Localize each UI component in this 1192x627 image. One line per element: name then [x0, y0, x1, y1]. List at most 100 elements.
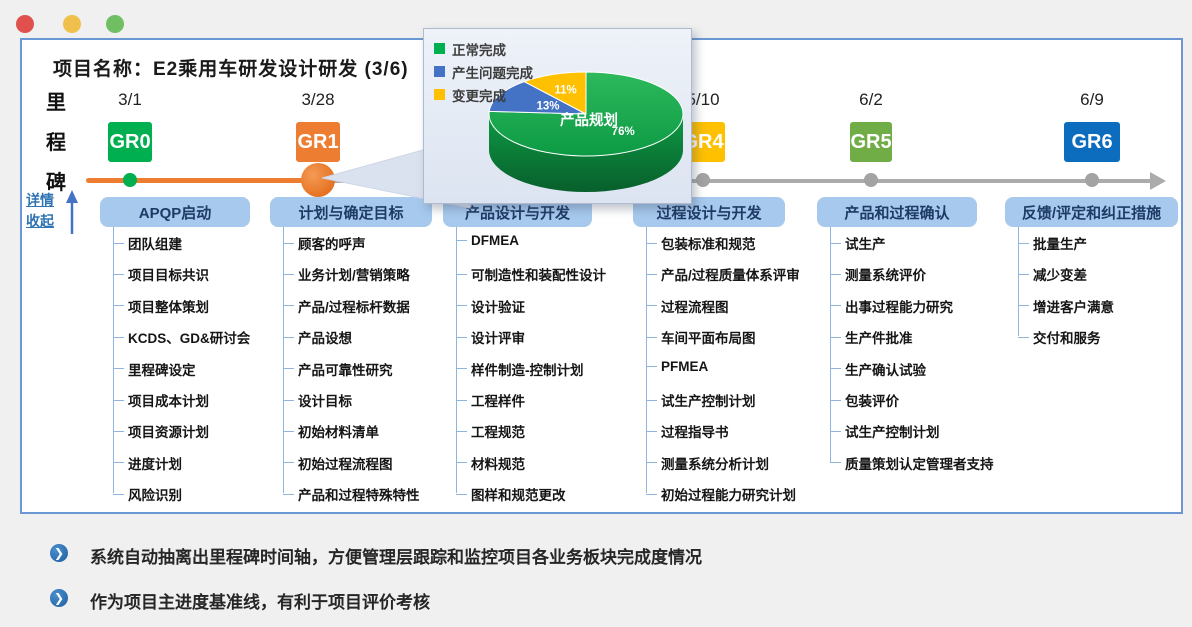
task-item-label: 样件制造-控制计划 — [471, 362, 584, 378]
task-item: 生产确认试验 — [830, 359, 926, 379]
window-minimize-icon[interactable] — [63, 15, 81, 33]
task-item: 试生产控制计划 — [830, 421, 940, 441]
task-item: 车间平面布局图 — [646, 327, 756, 347]
phase-header-2[interactable]: 计划与确定目标 — [270, 197, 432, 227]
tree-branch-line — [283, 493, 294, 495]
task-item-label: 项目整体策划 — [128, 299, 209, 315]
legend-label: 正常完成 — [452, 42, 506, 58]
milestone-gate-gr1[interactable]: GR1 — [296, 122, 340, 162]
task-item-label: 产品可靠性研究 — [298, 362, 393, 378]
tree-branch-line — [456, 240, 467, 241]
milestone-axis-char: 碑 — [46, 172, 66, 194]
tree-branch-line — [646, 493, 657, 495]
task-item: 测量系统评价 — [830, 264, 926, 284]
pie-slice-3 — [522, 71, 587, 115]
task-item-label: 设计目标 — [298, 394, 352, 409]
phase-header-5[interactable]: 产品和过程确认 — [817, 197, 977, 227]
task-item-label: 风险识别 — [128, 488, 182, 504]
task-item: 增进客户满意 — [1018, 296, 1114, 316]
task-item-label: 工程规范 — [471, 425, 525, 441]
task-item-label: 顾客的呼声 — [298, 237, 366, 252]
task-item: KCDS、GD&研讨会 — [113, 327, 250, 347]
task-item: 过程流程图 — [646, 296, 729, 316]
task-item-label: 项目成本计划 — [128, 394, 209, 409]
task-item-label: 里程碑设定 — [128, 362, 196, 378]
tree-branch-line — [113, 336, 124, 338]
tree-branch-line — [113, 273, 124, 275]
tree-branch-line — [830, 336, 841, 338]
task-item: 质量策划认定管理者支持 — [830, 453, 994, 473]
tree-branch-line — [830, 462, 841, 464]
task-item: 出事过程能力研究 — [830, 296, 953, 316]
task-item: 产品和过程特殊特性 — [283, 484, 420, 504]
task-item-label: 试生产控制计划 — [845, 425, 940, 441]
timeline-upcoming-segment — [320, 179, 1152, 183]
task-item: 生产件批准 — [830, 327, 913, 347]
task-item-label: 批量生产 — [1033, 237, 1087, 252]
tree-branch-line — [646, 365, 657, 367]
window-maximize-icon[interactable] — [106, 15, 124, 33]
task-item: 设计评审 — [456, 327, 525, 347]
tree-branch-line — [113, 305, 124, 307]
task-item-label: 试生产控制计划 — [661, 394, 756, 409]
task-item-label: 可制造性和装配性设计 — [471, 268, 606, 284]
task-item: 业务计划/营销策略 — [283, 264, 410, 284]
timeline-arrow-icon — [1150, 172, 1166, 190]
milestone-gate-gr6[interactable]: GR6 — [1064, 122, 1120, 162]
legend-label: 产生问题完成 — [452, 65, 533, 81]
pie-3d-rim — [489, 114, 683, 192]
task-item-label: 交付和服务 — [1033, 331, 1101, 347]
tree-branch-line — [456, 336, 467, 338]
pie-title: 产品规划 — [560, 111, 618, 129]
task-item: PFMEA — [646, 359, 708, 374]
task-item: 过程指导书 — [646, 421, 729, 441]
tree-branch-line — [283, 368, 294, 370]
tree-branch-line — [456, 399, 467, 401]
task-item: 产品/过程质量体系评审 — [646, 264, 800, 284]
task-item: 产品设想 — [283, 327, 352, 347]
tree-branch-line — [113, 368, 124, 370]
legend-color-swatch — [434, 89, 445, 100]
task-item-label: 项目目标共识 — [128, 268, 209, 284]
task-item: 里程碑设定 — [113, 359, 196, 379]
timeline-current-node — [301, 163, 335, 197]
task-item: 样件制造-控制计划 — [456, 359, 584, 379]
task-item-label: 产品和过程特殊特性 — [298, 488, 420, 504]
tree-branch-line — [113, 462, 124, 464]
tree-branch-line — [283, 336, 294, 338]
task-item-label: 初始材料清单 — [298, 425, 379, 441]
phase-header-1[interactable]: APQP启动 — [100, 197, 250, 227]
task-item-label: 包装标准和规范 — [661, 237, 756, 252]
completion-pie-chart: 76% 13% 11% 产品规划 — [488, 71, 684, 192]
pie-percent-label: 13% — [536, 101, 559, 113]
task-item-label: 生产确认试验 — [845, 362, 926, 378]
task-item: 减少变差 — [1018, 264, 1087, 284]
legend-item: 产生问题完成 — [434, 60, 533, 83]
window-close-icon[interactable] — [16, 15, 34, 33]
legend-color-swatch — [434, 66, 445, 77]
task-item: 顾客的呼声 — [283, 233, 366, 253]
milestone-gate-gr0[interactable]: GR0 — [108, 122, 152, 162]
task-item-label: 包装评价 — [845, 394, 899, 409]
milestone-gate-gr5[interactable]: GR5 — [850, 122, 892, 162]
tree-branch-line — [283, 430, 294, 432]
task-item: 可制造性和装配性设计 — [456, 264, 606, 284]
milestone-date: 5/10 — [686, 90, 720, 109]
task-item: 设计目标 — [283, 390, 352, 410]
task-item: 初始材料清单 — [283, 421, 379, 441]
note-text: 系统自动抽离出里程碑时间轴，方便管理层跟踪和监控项目各业务板块完成度情况 — [90, 548, 702, 567]
collapse-link[interactable]: 收起 — [26, 213, 54, 229]
task-item-label: 项目资源计划 — [128, 425, 209, 441]
task-item: 项目目标共识 — [113, 264, 209, 284]
task-item-label: 质量策划认定管理者支持 — [845, 456, 994, 472]
task-item-label: 设计评审 — [471, 331, 525, 347]
tree-branch-line — [646, 273, 657, 275]
tree-branch-line — [830, 273, 841, 275]
legend-item: 变更完成 — [434, 83, 506, 106]
tree-branch-line — [456, 430, 467, 432]
task-item: 风险识别 — [113, 484, 182, 504]
task-item: 进度计划 — [113, 453, 182, 473]
detail-link[interactable]: 详情 — [26, 192, 54, 208]
task-item-label: 测量系统评价 — [845, 268, 926, 284]
phase-header-6[interactable]: 反馈/评定和纠正措施 — [1005, 197, 1178, 227]
